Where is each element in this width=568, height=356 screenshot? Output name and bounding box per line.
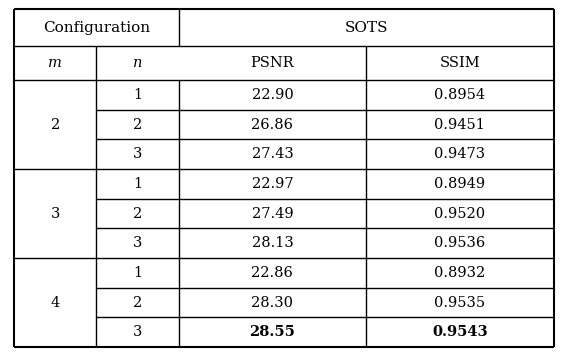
Text: 26.86: 26.86 — [252, 117, 294, 132]
Text: 2: 2 — [51, 117, 60, 132]
Text: 0.9535: 0.9535 — [435, 295, 486, 310]
Text: 0.9543: 0.9543 — [432, 325, 488, 339]
Text: 22.86: 22.86 — [252, 266, 293, 280]
Text: 0.8932: 0.8932 — [435, 266, 486, 280]
Text: 1: 1 — [133, 266, 142, 280]
Text: m: m — [48, 56, 62, 70]
Text: 28.30: 28.30 — [252, 295, 294, 310]
Text: 3: 3 — [51, 206, 60, 221]
Text: 0.8954: 0.8954 — [435, 88, 486, 102]
Text: SOTS: SOTS — [345, 21, 388, 35]
Text: 28.55: 28.55 — [249, 325, 295, 339]
Text: 22.90: 22.90 — [252, 88, 293, 102]
Text: 3: 3 — [133, 236, 142, 250]
Text: 2: 2 — [133, 206, 142, 221]
Text: 28.13: 28.13 — [252, 236, 293, 250]
Text: n: n — [133, 56, 142, 70]
Text: 27.49: 27.49 — [252, 206, 293, 221]
Text: 1: 1 — [133, 88, 142, 102]
Text: 2: 2 — [133, 295, 142, 310]
Text: 0.9520: 0.9520 — [435, 206, 486, 221]
Text: 1: 1 — [133, 177, 142, 191]
Text: PSNR: PSNR — [250, 56, 294, 70]
Text: 3: 3 — [133, 147, 142, 161]
Text: 4: 4 — [51, 295, 60, 310]
Text: SSIM: SSIM — [440, 56, 480, 70]
Text: 22.97: 22.97 — [252, 177, 293, 191]
Text: 2: 2 — [133, 117, 142, 132]
Text: 27.43: 27.43 — [252, 147, 293, 161]
Text: 0.9536: 0.9536 — [435, 236, 486, 250]
Text: 0.9473: 0.9473 — [435, 147, 486, 161]
Text: 0.9451: 0.9451 — [435, 117, 485, 132]
Text: Configuration: Configuration — [43, 21, 150, 35]
Text: 3: 3 — [133, 325, 142, 339]
Text: 0.8949: 0.8949 — [435, 177, 486, 191]
